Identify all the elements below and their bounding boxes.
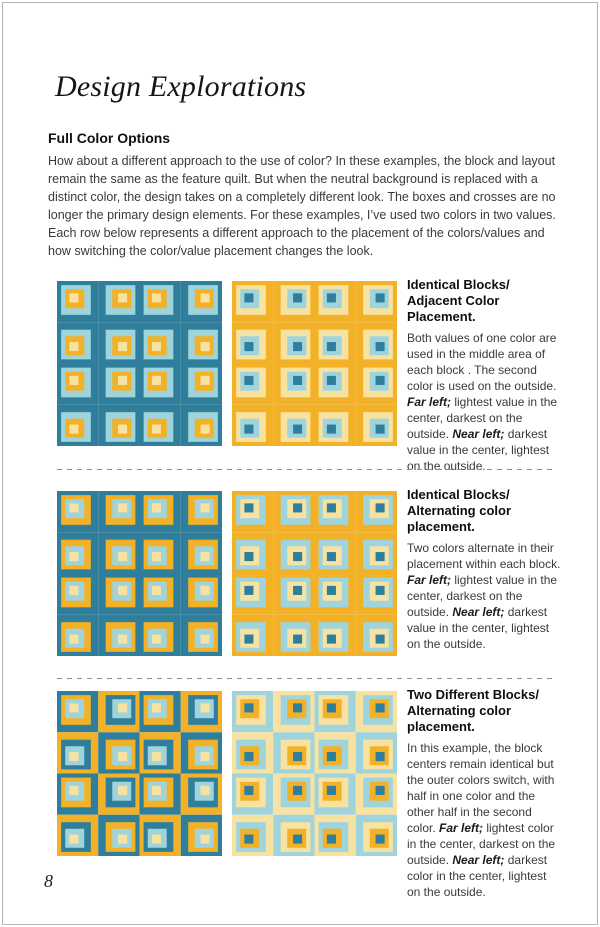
caption-row-3: Two Different Blocks/ Alternating color … [407,687,563,900]
caption-row-2: Identical Blocks/ Alternating color plac… [407,487,563,652]
dashed-divider-2 [57,678,556,679]
caption-body-row-3: In this example, the block centers remai… [407,741,556,899]
caption-body-row-2: Two colors alternate in their placement … [407,541,561,651]
page-title: Design Explorations [55,70,307,103]
intro-paragraph: How about a different approach to the us… [48,154,556,258]
caption-title-line-1: Identical Blocks/ [407,487,510,502]
quilt-row3-far-left [57,691,222,856]
dashed-divider-1 [57,469,556,470]
quilt-row1-near-left [232,281,397,446]
caption-title-row-2: Identical Blocks/ Alternating color plac… [407,487,563,535]
quilt-row1-far-left [57,281,222,446]
caption-title-line-2: Adjacent Color Placement. [407,293,500,324]
caption-title-line-1: Two Different Blocks/ [407,687,539,702]
caption-row-1: Identical Blocks/ Adjacent Color Placeme… [407,277,563,474]
quilt-row2-far-left [57,491,222,656]
page-number: 8 [44,871,53,891]
section-heading: Full Color Options [48,130,171,146]
caption-title-row-3: Two Different Blocks/ Alternating color … [407,687,563,735]
caption-title-line-1: Identical Blocks/ [407,277,510,292]
caption-body-row-1: Both values of one color are used in the… [407,331,558,473]
quilt-row2-near-left [232,491,397,656]
caption-title-row-1: Identical Blocks/ Adjacent Color Placeme… [407,277,563,325]
caption-title-line-2: Alternating color placement. [407,503,512,534]
caption-title-line-2: Alternating color placement. [407,703,512,734]
quilt-row3-near-left [232,691,397,856]
